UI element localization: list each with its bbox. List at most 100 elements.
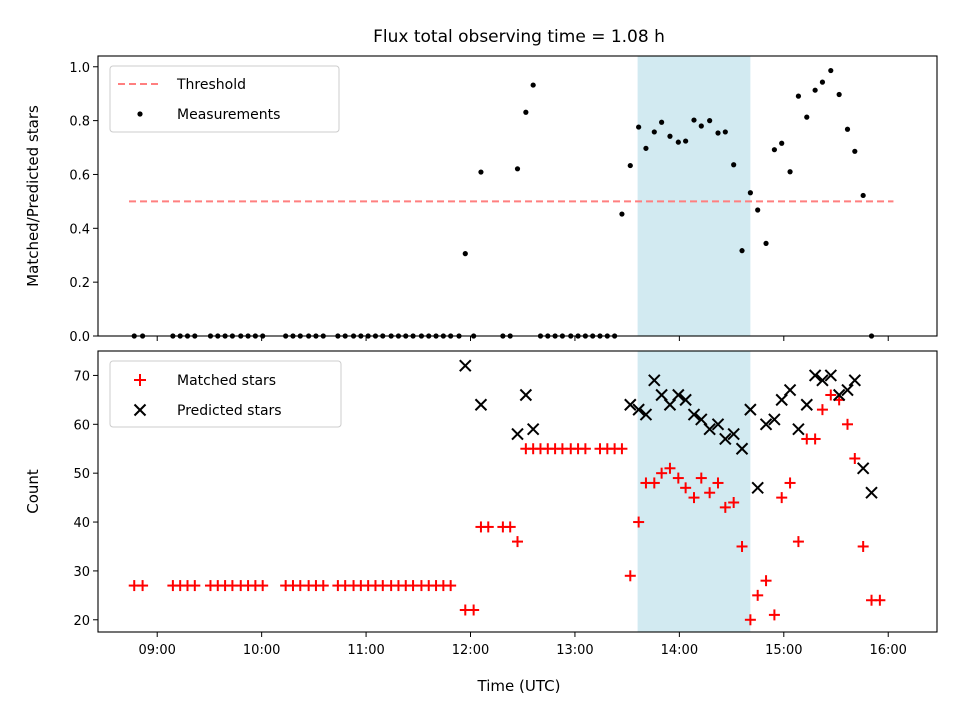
predicted-star-point bbox=[648, 374, 661, 387]
measurement-point bbox=[739, 248, 745, 254]
measurement-point bbox=[763, 240, 769, 246]
measurement-point bbox=[514, 166, 521, 172]
matched-star-point bbox=[137, 580, 149, 592]
measurement-point bbox=[651, 129, 657, 135]
top-x-axis-ticks bbox=[156, 336, 889, 341]
measurement-point bbox=[844, 126, 851, 132]
matched-star-point bbox=[468, 604, 480, 616]
matched-star-point bbox=[776, 492, 788, 504]
predicted-star-point bbox=[663, 398, 677, 411]
bottom-y-axis-ticks: 20 30 40 50 60 70 bbox=[73, 369, 98, 629]
y-tick-label: 0.6 bbox=[69, 168, 90, 183]
legend-matched-label: Matched stars bbox=[177, 373, 276, 389]
matched-star-point bbox=[784, 477, 796, 489]
x-tick-label: 16:00 bbox=[869, 643, 906, 658]
top-axes-frame bbox=[97, 55, 938, 337]
measurement-point bbox=[643, 145, 649, 151]
measurement-point bbox=[627, 162, 633, 169]
y-tick-label: 40 bbox=[73, 516, 90, 531]
measurement-point bbox=[462, 251, 468, 257]
measurement-point bbox=[636, 124, 642, 130]
matched-star-point bbox=[728, 496, 740, 508]
predicted-star-point bbox=[474, 398, 488, 411]
matched-star-point bbox=[317, 580, 329, 592]
matched-star-point bbox=[874, 594, 886, 606]
predicted-star-point bbox=[624, 398, 637, 411]
matched-star-point bbox=[445, 580, 457, 592]
legend-measurements-label: Measurements bbox=[177, 107, 280, 123]
predicted-star-point bbox=[759, 418, 773, 431]
x-tick-label: 10:00 bbox=[243, 643, 280, 658]
matched-star-point bbox=[809, 433, 821, 445]
top-y-axis-label: Matched/Predicted stars bbox=[24, 105, 42, 287]
predicted-star-point bbox=[865, 486, 878, 499]
y-tick-label: 0.8 bbox=[69, 115, 90, 130]
measurement-point bbox=[804, 114, 810, 120]
predicted-star-point bbox=[808, 369, 822, 382]
measurement-point bbox=[852, 148, 858, 154]
measurement-point bbox=[836, 91, 842, 98]
matched-star-point bbox=[482, 521, 494, 533]
y-tick-label: 20 bbox=[73, 614, 90, 629]
predicted-star-point bbox=[687, 408, 701, 421]
predicted-star-point bbox=[841, 383, 854, 397]
predicted-star-point bbox=[848, 374, 862, 387]
y-tick-label: 60 bbox=[73, 418, 90, 433]
measurement-point bbox=[530, 82, 536, 88]
predicted-star-point bbox=[824, 369, 838, 382]
x-tick-label: 13:00 bbox=[556, 643, 593, 658]
predicted-star-point bbox=[832, 388, 846, 402]
predicted-star-point bbox=[800, 398, 813, 411]
measurement-point bbox=[819, 79, 826, 85]
matched-star-point bbox=[633, 516, 645, 528]
measurement-point bbox=[659, 119, 665, 125]
y-tick-label: 30 bbox=[73, 565, 90, 580]
matched-star-point bbox=[504, 521, 516, 533]
legend-matched-swatch bbox=[134, 374, 146, 386]
matched-star-point bbox=[768, 609, 780, 621]
matched-star-point bbox=[257, 580, 269, 592]
y-tick-label: 0.0 bbox=[69, 330, 90, 345]
predicted-star-point bbox=[816, 374, 829, 387]
x-tick-label: 09:00 bbox=[138, 643, 175, 658]
measurement-point bbox=[795, 93, 802, 99]
predicted-star-point bbox=[719, 432, 732, 446]
x-tick-label: 15:00 bbox=[765, 643, 802, 658]
predicted-star-point bbox=[655, 388, 668, 402]
measurement-point bbox=[667, 133, 673, 139]
predicted-star-point bbox=[735, 442, 749, 455]
matched-star-point bbox=[624, 570, 636, 582]
chart-title: Flux total observing time = 1.08 h bbox=[373, 27, 665, 47]
measurement-point bbox=[707, 118, 713, 124]
matched-star-point bbox=[825, 389, 837, 401]
legend-predicted-label: Predicted stars bbox=[177, 403, 282, 419]
measurement-point bbox=[747, 190, 753, 196]
predicted-star-point bbox=[519, 388, 533, 402]
y-tick-label: 70 bbox=[73, 369, 90, 384]
predicted-star-point bbox=[751, 481, 764, 495]
predicted-star-point bbox=[783, 383, 797, 397]
x-tick-label: 12:00 bbox=[452, 643, 489, 658]
bottom-axes-frame bbox=[97, 350, 938, 633]
matched-star-points bbox=[128, 389, 886, 626]
bottom-y-axis-label: Count bbox=[24, 469, 42, 514]
ratio-panel: 0.0 0.2 0.4 0.6 0.8 1.0 Matched/Predicted sta… bbox=[24, 55, 938, 345]
predicted-star-point bbox=[711, 418, 725, 431]
predicted-star-points bbox=[459, 359, 878, 499]
measurement-point bbox=[787, 169, 793, 175]
bottom-legend-box bbox=[109, 360, 342, 428]
y-tick-label: 0.2 bbox=[69, 276, 90, 291]
top-legend: Threshold Measurements bbox=[109, 65, 340, 133]
matched-star-point bbox=[849, 453, 861, 465]
x-tick-label: 14:00 bbox=[661, 643, 698, 658]
matched-star-point bbox=[680, 482, 692, 494]
matched-star-point bbox=[842, 418, 854, 430]
matched-star-point bbox=[695, 472, 707, 484]
predicted-star-point bbox=[775, 393, 788, 407]
matched-star-point bbox=[512, 536, 523, 548]
matched-star-point bbox=[688, 492, 700, 504]
measurement-point bbox=[828, 67, 834, 74]
matched-star-point bbox=[736, 540, 748, 552]
measurement-point bbox=[771, 147, 778, 153]
